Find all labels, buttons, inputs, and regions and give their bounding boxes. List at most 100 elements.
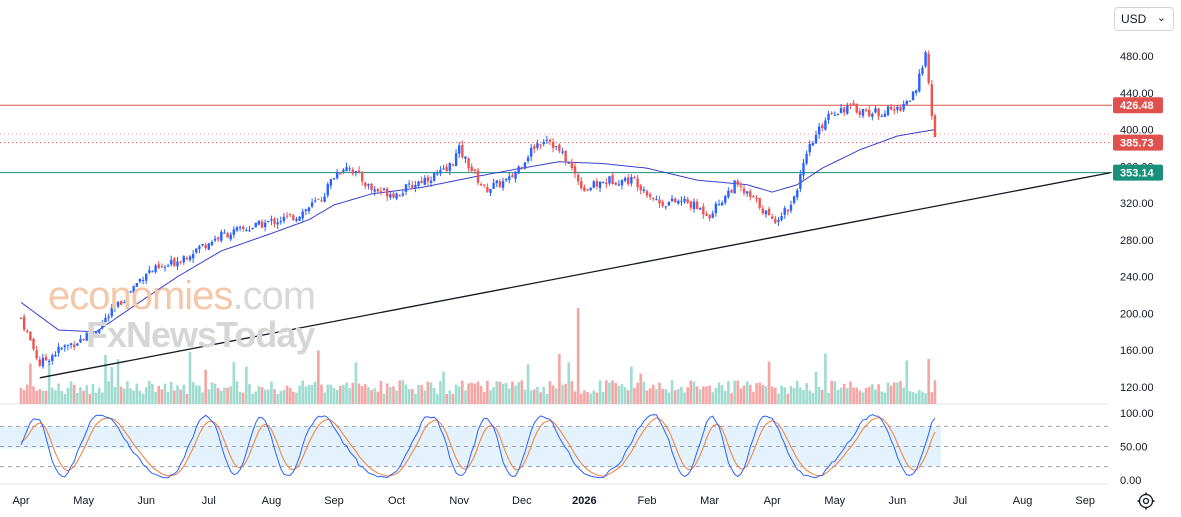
time-tick-label: Nov [449, 495, 469, 507]
volume-bar [680, 386, 683, 404]
volume-bar [154, 391, 157, 404]
volume-bar [429, 382, 433, 404]
volume-bar [908, 391, 912, 404]
volume-bar [495, 381, 499, 404]
candle-body [692, 201, 696, 209]
candle-body [270, 219, 273, 221]
volume-bar [567, 362, 571, 404]
settings-gear-icon[interactable] [1136, 491, 1156, 511]
price-level-badge [1113, 134, 1163, 151]
time-tick-label: 2026 [572, 495, 596, 507]
time-tick-label: Oct [388, 495, 405, 507]
candle-body [786, 209, 790, 212]
volume-bar [94, 392, 98, 404]
candle-body [191, 253, 195, 259]
candle-body [802, 162, 805, 176]
candle-body [601, 181, 605, 183]
candle-body [483, 184, 486, 186]
candle-body [686, 199, 689, 203]
candle-body [335, 172, 339, 179]
volume-bar [717, 382, 721, 404]
candle-body [123, 302, 126, 304]
volume-bar [169, 381, 173, 404]
candle-body [705, 213, 708, 216]
candle-body [864, 109, 868, 111]
volume-bar [927, 359, 930, 404]
candle-body [861, 109, 865, 116]
volume-bar [241, 392, 245, 404]
candle-body [135, 283, 139, 287]
candle-body [426, 177, 430, 182]
candle-body [733, 180, 736, 194]
candle-body [852, 103, 855, 105]
volume-bar [457, 386, 461, 404]
candle-body [323, 196, 326, 202]
volume-bar [586, 391, 589, 404]
price-tick-label: 320.00 [1120, 198, 1154, 210]
volume-bar [520, 380, 524, 404]
candle-body [160, 266, 164, 268]
volume-bar [683, 392, 686, 404]
candle-body [154, 265, 157, 273]
volume-bar [792, 388, 796, 404]
volume-bar [476, 381, 480, 404]
volume-bar [110, 366, 114, 404]
candle-body [185, 258, 189, 260]
candle-body [19, 317, 23, 319]
price-levels [0, 104, 1112, 174]
volume-bar [129, 388, 132, 404]
currency-dropdown[interactable]: USD ⌄ [1114, 7, 1174, 31]
candle-body [511, 175, 514, 178]
time-tick-label: Dec [512, 495, 532, 507]
stoch-tick-label: 100.00 [1120, 408, 1154, 420]
candle-body [771, 216, 774, 219]
volume-bar [648, 388, 652, 404]
volume-bar [598, 380, 602, 404]
volume-bar [116, 359, 120, 404]
candle-body [933, 115, 937, 138]
candle-body [29, 331, 32, 341]
volume-bar [620, 384, 624, 404]
volume-bar [104, 354, 107, 404]
candle-body [473, 169, 477, 171]
volume-bar [138, 390, 142, 404]
candle-body [210, 242, 214, 246]
volume-bar [257, 386, 261, 404]
candle-body [364, 182, 367, 187]
candle-body [188, 256, 192, 260]
candle-body [73, 344, 76, 347]
candle-body [26, 331, 29, 333]
candle-body [623, 178, 627, 181]
volume-bar [288, 387, 292, 404]
candle-body [724, 196, 727, 203]
moving-average-line [20, 129, 936, 333]
volume-bar [498, 381, 502, 404]
candle-body [464, 156, 467, 159]
candle-body [442, 168, 445, 170]
volume-bar [473, 383, 477, 404]
candle-body [486, 187, 489, 192]
candle-body [808, 144, 811, 153]
candle-body [814, 134, 818, 144]
candle-body [401, 193, 405, 196]
volume-bar [335, 389, 339, 404]
volume-bar [595, 392, 599, 404]
candle-body [298, 216, 301, 221]
volume-bar [342, 384, 345, 404]
volume-bar [558, 354, 561, 404]
volume-bar [35, 390, 38, 404]
volume-bar [470, 382, 474, 404]
volume-bar [367, 386, 370, 404]
volume-bar [780, 385, 783, 404]
volume-bar [223, 387, 226, 404]
candle-body [868, 109, 871, 117]
volume-bar [545, 393, 549, 404]
candle-body [545, 139, 549, 141]
volume-bar [576, 308, 580, 404]
volume-bar [723, 390, 727, 404]
volume-bar [886, 382, 890, 404]
volume-bar [107, 381, 110, 404]
volume-bar [423, 390, 427, 404]
candle-body [354, 171, 358, 174]
